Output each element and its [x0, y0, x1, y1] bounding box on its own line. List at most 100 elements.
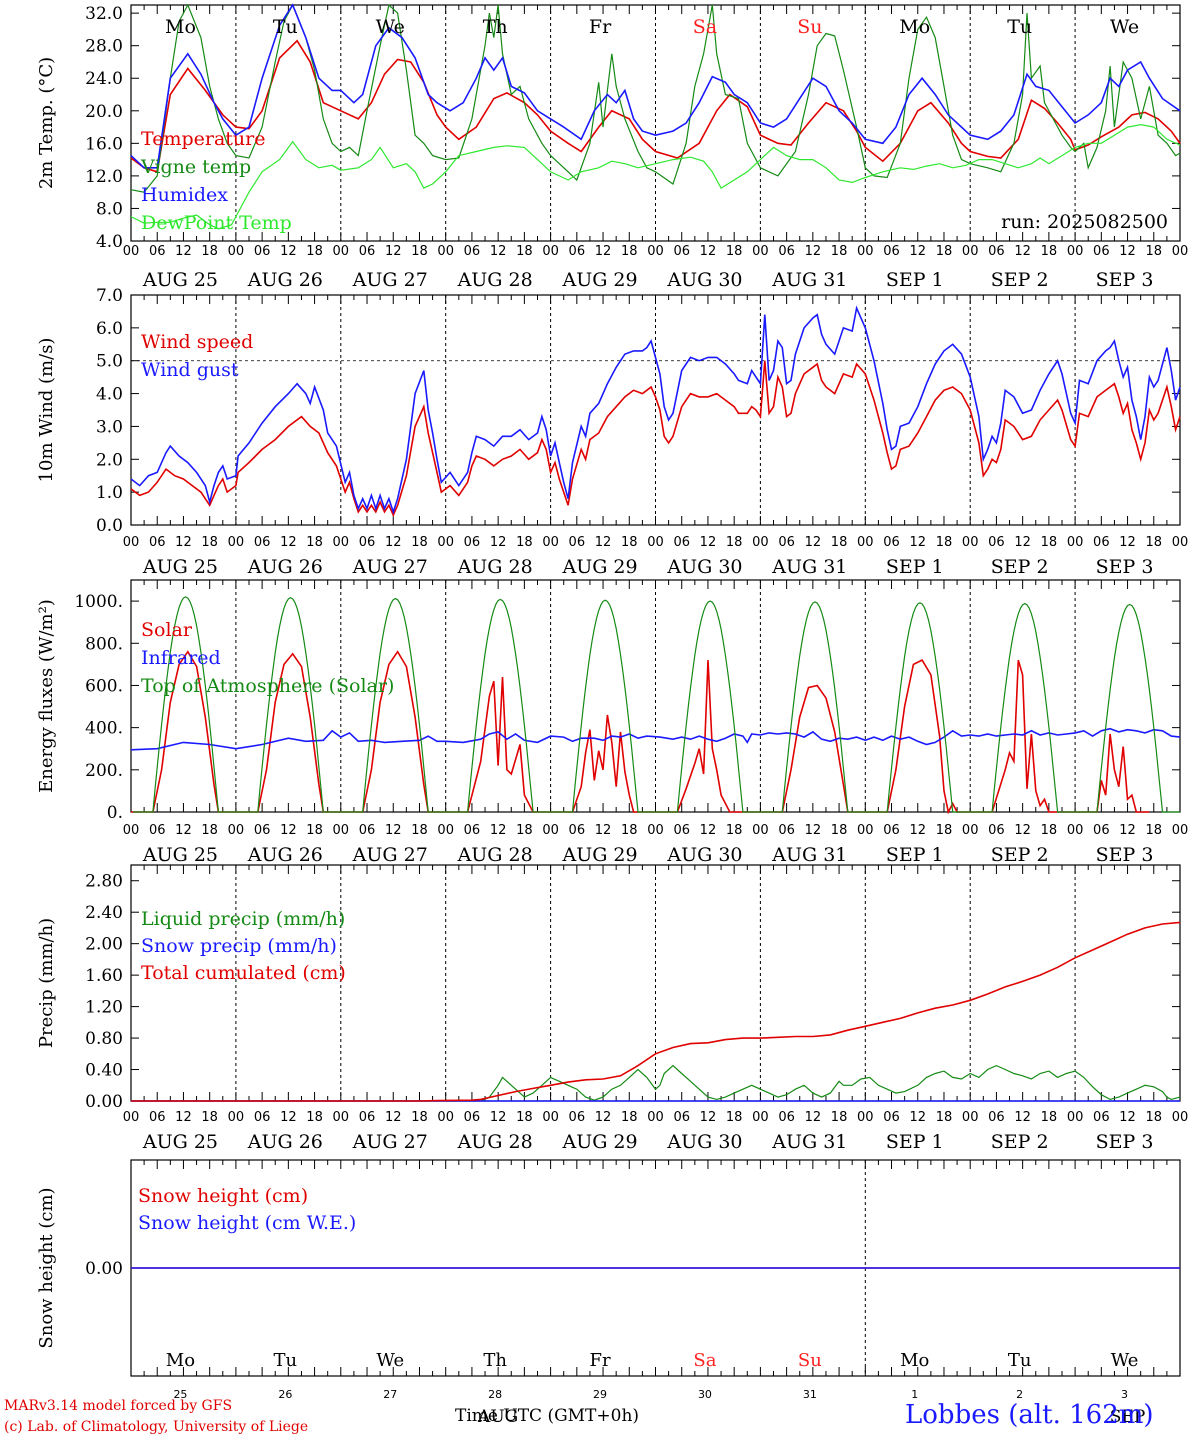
- hour-tick-label: 00: [1172, 244, 1189, 259]
- hour-tick-label: 00: [647, 823, 664, 838]
- hour-tick-label: 18: [621, 535, 638, 550]
- legend-entry: Liquid precip (mm/h): [141, 908, 345, 930]
- hour-tick-label: 12: [490, 823, 507, 838]
- hour-tick-label: 12: [909, 535, 926, 550]
- hour-tick-label: 18: [831, 1110, 848, 1125]
- hour-tick-label: 00: [1172, 535, 1189, 550]
- weekday-label: Th: [483, 16, 508, 38]
- legend-entry: Humidex: [141, 184, 228, 206]
- date-label: AUG 31: [771, 556, 847, 578]
- hour-tick-label: 06: [778, 1110, 795, 1125]
- y-tick-label: 20.0: [85, 102, 123, 122]
- series-line: [130, 360, 1181, 518]
- series-line: [131, 921, 1181, 1102]
- date-label: AUG 31: [771, 1131, 847, 1153]
- hour-tick-label: 00: [1067, 535, 1084, 550]
- hour-tick-label: 06: [359, 535, 376, 550]
- hour-tick-label: 00: [542, 535, 559, 550]
- y-tick-label: 2.00: [85, 935, 123, 955]
- weekday-label: Th: [483, 1350, 507, 1371]
- hour-tick-label: 12: [280, 244, 297, 259]
- hour-tick-label: 06: [778, 244, 795, 259]
- hour-tick-label: 18: [516, 823, 533, 838]
- hour-tick-label: 06: [1093, 823, 1110, 838]
- hour-tick-label: 06: [464, 535, 481, 550]
- hour-tick-label: 18: [1146, 535, 1163, 550]
- model-credit: MARv3.14 model forced by GFS: [4, 1398, 233, 1414]
- hour-tick-label: 12: [385, 823, 402, 838]
- y-tick-label: 28.0: [85, 37, 123, 57]
- weekday-label: Fr: [590, 1350, 611, 1371]
- hour-tick-label: 00: [333, 1110, 350, 1125]
- hour-tick-label: 06: [988, 244, 1005, 259]
- hour-tick-label: 12: [490, 535, 507, 550]
- date-label: AUG 29: [561, 269, 637, 291]
- day-number-label: 3: [1121, 1388, 1128, 1401]
- hour-tick-label: 06: [988, 823, 1005, 838]
- series-line: [133, 596, 1180, 813]
- legend-entry: Total cumulated (cm): [141, 962, 346, 984]
- hour-tick-label: 06: [883, 244, 900, 259]
- weekday-label: Tu: [274, 1350, 298, 1371]
- date-label: AUG 31: [771, 269, 847, 291]
- hour-tick-label: 18: [201, 244, 218, 259]
- hour-tick-label: 00: [437, 244, 454, 259]
- weekday-label: Mo: [165, 16, 196, 38]
- y-tick-label: 1.0: [96, 483, 123, 503]
- series-line: [130, 3, 1181, 169]
- hour-tick-label: 12: [700, 823, 717, 838]
- hour-tick-label: 18: [1041, 535, 1058, 550]
- panel-4: 0.00 0.40 0.80 1.20 1.60 2.00 2.40 2.80 Precip (…: [36, 864, 1188, 1153]
- hour-tick-label: 18: [306, 1110, 323, 1125]
- legend-entry: Wind gust: [141, 359, 239, 381]
- date-label: AUG 30: [666, 556, 742, 578]
- date-label: AUG 27: [352, 844, 428, 866]
- day-number-label: 25: [173, 1388, 187, 1401]
- date-label: SEP 1: [886, 1131, 944, 1153]
- hour-tick-label: 06: [254, 535, 271, 550]
- hour-tick-label: 18: [201, 823, 218, 838]
- y-tick-label: 4.0: [96, 232, 123, 252]
- hour-tick-label: 18: [516, 1110, 533, 1125]
- hour-tick-label: 06: [149, 535, 166, 550]
- hour-tick-label: 12: [1014, 823, 1031, 838]
- y-tick-label: 0.80: [85, 1029, 123, 1049]
- date-label: AUG 25: [142, 556, 218, 578]
- hour-tick-label: 00: [962, 535, 979, 550]
- hour-tick-label: 18: [1041, 823, 1058, 838]
- weekday-label: We: [376, 1350, 404, 1371]
- y-tick-label: 4.0: [96, 385, 123, 405]
- hour-tick-label: 18: [936, 1110, 953, 1125]
- hour-tick-label: 00: [962, 244, 979, 259]
- legend-entry: Snow precip (mm/h): [141, 935, 337, 957]
- time-axis-label: Time UTC (GMT+0h): [455, 1406, 640, 1426]
- month-label: AUG: [477, 1407, 518, 1427]
- hour-tick-label: 00: [123, 823, 140, 838]
- hour-tick-label: 00: [437, 1110, 454, 1125]
- hour-tick-label: 06: [778, 535, 795, 550]
- date-label: SEP 2: [991, 556, 1049, 578]
- hour-tick-label: 00: [647, 535, 664, 550]
- y-tick-label: 0.00: [85, 1259, 123, 1279]
- date-label: AUG 29: [561, 844, 637, 866]
- hour-tick-label: 18: [621, 244, 638, 259]
- hour-tick-label: 12: [805, 244, 822, 259]
- hour-tick-label: 18: [936, 535, 953, 550]
- hour-tick-label: 06: [1093, 244, 1110, 259]
- hour-tick-label: 06: [464, 823, 481, 838]
- date-label: AUG 26: [247, 844, 323, 866]
- hour-tick-label: 00: [1067, 1110, 1084, 1125]
- date-label: AUG 28: [457, 844, 533, 866]
- date-label: AUG 25: [142, 269, 218, 291]
- hour-tick-label: 18: [516, 244, 533, 259]
- hour-tick-label: 18: [831, 535, 848, 550]
- hour-tick-label: 18: [1041, 1110, 1058, 1125]
- date-label: AUG 25: [142, 844, 218, 866]
- panel-2: 0.0 1.0 2.0 3.0 4.0 5.0 6.0 7.0 10m Wind (m/s) 00…: [36, 286, 1188, 578]
- hour-tick-label: 00: [962, 823, 979, 838]
- y-axis-label: Snow height (cm): [36, 1187, 57, 1348]
- hour-tick-label: 18: [936, 823, 953, 838]
- y-tick-label: 6.0: [96, 319, 123, 339]
- hour-tick-label: 12: [175, 823, 192, 838]
- hour-tick-label: 18: [1146, 823, 1163, 838]
